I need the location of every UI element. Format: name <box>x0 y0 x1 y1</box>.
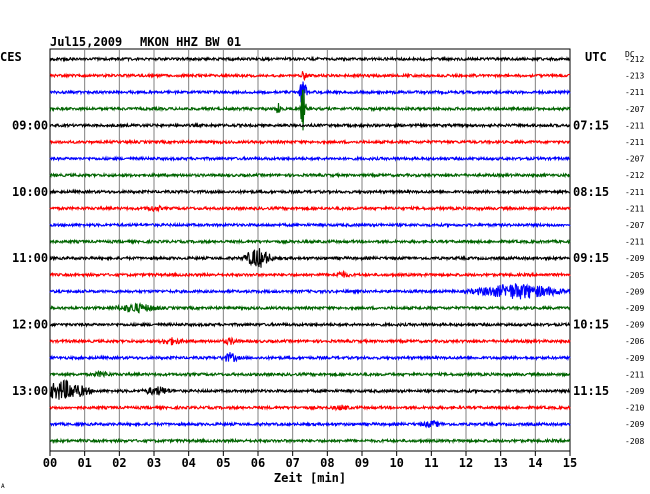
left-hour-label: 13:00 <box>12 384 48 398</box>
dc-offset-label: -211 <box>625 121 644 130</box>
seismic-trace-row <box>49 437 571 445</box>
seismic-trace-row <box>49 352 571 363</box>
dc-offset-label: -207 <box>625 105 644 114</box>
seismic-trace-row <box>49 248 571 268</box>
dc-offset-label: -207 <box>625 155 644 164</box>
x-tick-label: 04 <box>181 456 195 470</box>
seismic-trace-row <box>49 302 571 314</box>
dc-header-label: DC <box>625 50 635 59</box>
seismic-trace-row <box>49 336 571 346</box>
dc-offset-label: -209 <box>625 321 644 330</box>
seismic-trace-row <box>49 55 571 63</box>
dc-offset-label: -209 <box>625 254 644 263</box>
x-tick-label: 15 <box>563 456 577 470</box>
dc-offset-label: -212 <box>625 171 644 180</box>
x-tick-label: 13 <box>493 456 507 470</box>
dc-offset-label: -211 <box>625 88 644 97</box>
right-hour-label: 09:15 <box>573 251 609 265</box>
dc-offset-label: -210 <box>625 404 644 413</box>
x-tick-label: 10 <box>389 456 403 470</box>
x-tick-label: 00 <box>43 456 57 470</box>
seismic-trace-row <box>49 89 571 131</box>
date-label: Jul15,2009 <box>50 35 122 49</box>
corner-mark: A <box>1 483 5 490</box>
right-timezone-label: UTC <box>585 50 607 64</box>
seismic-trace-row <box>49 283 571 300</box>
dc-offset-label: -209 <box>625 304 644 313</box>
dc-offset-label: -213 <box>625 72 644 81</box>
seismic-trace-row <box>49 122 571 129</box>
x-tick-label: 14 <box>528 456 542 470</box>
seismic-trace-row <box>49 369 571 379</box>
right-hour-label: 08:15 <box>573 185 609 199</box>
left-hour-label: 09:00 <box>12 118 48 132</box>
dc-offset-label: -209 <box>625 420 644 429</box>
seismic-trace-row <box>49 138 571 146</box>
x-tick-label: 03 <box>147 456 161 470</box>
seismic-trace-row <box>49 188 571 196</box>
seismic-trace-row <box>49 171 571 179</box>
x-tick-label: 09 <box>355 456 369 470</box>
dc-offset-label: -211 <box>625 188 644 197</box>
seismic-trace-row <box>49 81 571 109</box>
seismic-trace-row <box>49 321 571 328</box>
x-tick-label: 12 <box>459 456 473 470</box>
dc-offset-label: -205 <box>625 271 644 280</box>
seismic-trace-row <box>49 379 571 400</box>
dc-offset-label: -206 <box>625 337 644 346</box>
seismic-trace-row <box>49 419 571 429</box>
left-hour-label: 11:00 <box>12 251 48 265</box>
x-tick-label: 05 <box>216 456 230 470</box>
seismic-trace-row <box>49 404 571 412</box>
left-timezone-label: CES <box>0 50 22 64</box>
seismic-trace-row <box>49 269 571 279</box>
x-tick-label: 11 <box>424 456 438 470</box>
x-tick-label: 08 <box>320 456 334 470</box>
grid-lines <box>49 48 571 456</box>
plot-frame <box>49 48 571 452</box>
x-axis-title: Zeit [min] <box>274 471 346 485</box>
dc-offset-label: -211 <box>625 370 644 379</box>
x-tick-label: 01 <box>77 456 91 470</box>
trace-group <box>49 55 571 445</box>
seismic-trace-row <box>49 155 571 162</box>
left-hour-label: 12:00 <box>12 318 48 332</box>
right-hour-label: 10:15 <box>573 318 609 332</box>
dc-offset-label: -207 <box>625 221 644 230</box>
right-hour-label: 07:15 <box>573 118 609 132</box>
left-hour-label: 10:00 <box>12 185 48 199</box>
dc-offset-label: -209 <box>625 354 644 363</box>
dc-offset-label: -209 <box>625 387 644 396</box>
dc-offset-label: -208 <box>625 437 644 446</box>
dc-offset-label: -212 <box>625 55 644 64</box>
dc-offset-label: -209 <box>625 287 644 296</box>
label-group: 00 01 02 03 04 05 06 07 08 09 10 11 12 13 14 15 -212 -213… <box>12 55 644 470</box>
x-tick-label: 02 <box>112 456 126 470</box>
seismic-trace-row <box>49 71 571 82</box>
seismic-trace-row <box>49 204 571 213</box>
dc-offset-label: -211 <box>625 238 644 247</box>
seismic-trace-row <box>49 238 571 246</box>
station-label: MKON HHZ BW 01 <box>140 35 241 49</box>
x-tick-label: 07 <box>285 456 299 470</box>
right-hour-label: 11:15 <box>573 384 609 398</box>
seismic-trace-row <box>49 221 571 229</box>
dc-offset-label: -211 <box>625 138 644 147</box>
dc-offset-label: -211 <box>625 204 644 213</box>
x-tick-label: 06 <box>251 456 265 470</box>
